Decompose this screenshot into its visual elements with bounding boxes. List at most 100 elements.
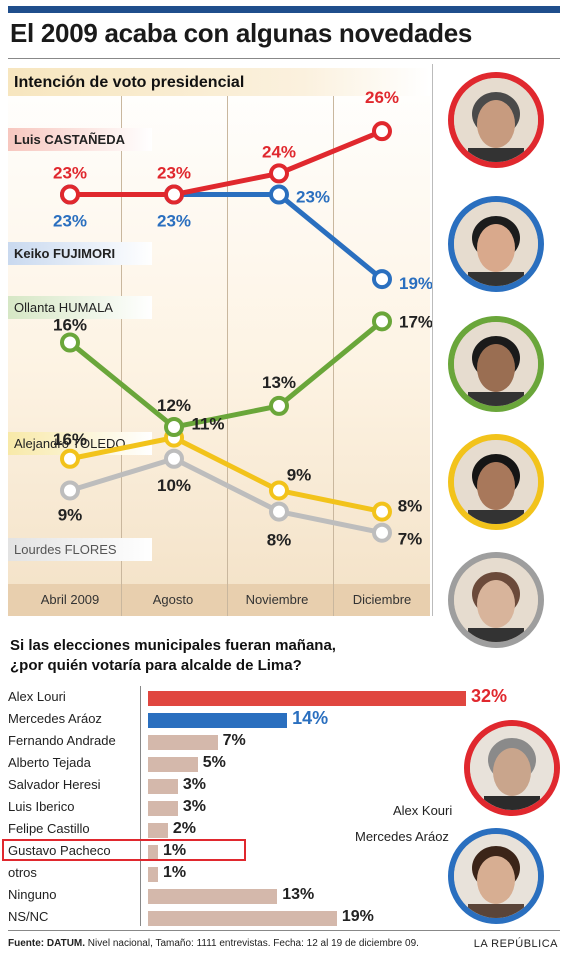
data-point bbox=[372, 501, 392, 522]
bar bbox=[148, 889, 278, 904]
araoz-photo bbox=[448, 828, 544, 924]
data-label: 9% bbox=[58, 505, 83, 524]
data-label: 23% bbox=[157, 212, 191, 231]
bar-category-label: Mercedes Aráoz bbox=[8, 711, 102, 726]
bar-row: Gustavo Pacheco 1% bbox=[8, 842, 448, 862]
legend-humala: Ollanta HUMALA bbox=[8, 296, 152, 319]
data-point bbox=[372, 269, 392, 290]
bar-value-label: 7% bbox=[222, 732, 246, 749]
data-label: 23% bbox=[53, 164, 87, 183]
bar-category-label: Salvador Heresi bbox=[8, 777, 101, 792]
data-point bbox=[269, 501, 289, 522]
fujimori-photo bbox=[448, 196, 544, 292]
bar-category-label: Alberto Tejada bbox=[8, 755, 91, 770]
data-point bbox=[269, 395, 289, 416]
face-icon bbox=[454, 558, 538, 642]
data-label: 24% bbox=[262, 142, 296, 161]
bar bbox=[148, 691, 466, 706]
bar-category-label: Luis Iberico bbox=[8, 799, 75, 814]
bar-category-label: NS/NC bbox=[8, 909, 49, 924]
data-label: 9% bbox=[287, 465, 312, 484]
data-label: 10% bbox=[157, 476, 191, 495]
gridline bbox=[121, 96, 122, 616]
line-chart-title-band bbox=[8, 68, 430, 96]
bar bbox=[148, 713, 288, 728]
portrait-name-kouri: Alex Kouri bbox=[393, 803, 453, 818]
bar-value-label: 5% bbox=[202, 754, 226, 771]
legend-fujimori: Keiko FUJIMORI bbox=[8, 242, 152, 265]
bar-category-label: otros bbox=[8, 865, 37, 880]
x-tick-label: Abril 2009 bbox=[40, 592, 100, 607]
data-label: 23% bbox=[53, 212, 87, 231]
bar-row: Salvador Heresi 3% bbox=[8, 776, 448, 796]
data-point bbox=[60, 448, 80, 469]
data-label: 23% bbox=[296, 188, 330, 207]
data-label: 17% bbox=[399, 312, 433, 331]
series-line bbox=[68, 319, 384, 430]
face-icon bbox=[454, 322, 538, 406]
data-label: 13% bbox=[262, 373, 296, 392]
bar-value-label: 2% bbox=[172, 820, 196, 837]
bar-category-label: Ninguno bbox=[8, 887, 57, 902]
data-label: 23% bbox=[157, 164, 191, 183]
x-tick-label: Noviembre bbox=[245, 592, 309, 607]
toledo-photo bbox=[448, 434, 544, 530]
bar-value-label: 3% bbox=[182, 798, 206, 815]
bar bbox=[148, 779, 178, 794]
bar bbox=[148, 867, 158, 882]
data-label: 12% bbox=[157, 396, 191, 415]
bar-category-label: Alex Louri bbox=[8, 689, 66, 704]
bar-chart-title: Si las elecciones municipales fueran mañ… bbox=[10, 636, 370, 676]
footer-source: Fuente: DATUM. Nivel nacional, Tamaño: 1… bbox=[8, 938, 419, 949]
line-chart-title: Intención de voto presidencial bbox=[14, 74, 245, 91]
bar-row: otros 1% bbox=[8, 864, 448, 884]
x-tick-label: Diciembre bbox=[352, 592, 412, 607]
bar bbox=[148, 801, 178, 816]
bar bbox=[148, 735, 218, 750]
bar-value-label: 14% bbox=[292, 708, 329, 728]
highlight-box bbox=[2, 839, 246, 861]
bar-row: Ninguno 13% bbox=[8, 886, 448, 906]
gridline bbox=[227, 96, 228, 616]
footer-rule bbox=[8, 930, 560, 931]
bar-row: Felipe Castillo 2% bbox=[8, 820, 448, 840]
data-point bbox=[164, 184, 184, 205]
data-label: 11% bbox=[191, 415, 224, 434]
header-rule bbox=[8, 6, 560, 13]
bar-row: Alex Louri 32% bbox=[8, 686, 507, 708]
bar-row: Fernando Andrade 7% bbox=[8, 732, 448, 752]
face-icon bbox=[454, 440, 538, 524]
face-icon bbox=[454, 202, 538, 286]
data-point bbox=[60, 184, 80, 205]
data-point bbox=[269, 184, 289, 205]
bar bbox=[148, 757, 198, 772]
bar-category-label: Gustavo Pacheco bbox=[8, 843, 111, 858]
bar-category-label: Felipe Castillo bbox=[8, 821, 90, 836]
bar-row: NS/NC 19% bbox=[8, 908, 448, 928]
bar-row: Luis Iberico 3% bbox=[8, 798, 448, 818]
face-icon bbox=[470, 726, 554, 810]
data-label: 19% bbox=[399, 274, 433, 293]
series-line bbox=[69, 456, 383, 536]
bar-row: Alberto Tejada 5% bbox=[8, 754, 448, 774]
data-label: 8% bbox=[267, 531, 292, 550]
series-line bbox=[70, 192, 384, 282]
legend-castaneda: Luis CASTAÑEDA bbox=[8, 128, 152, 151]
bar bbox=[148, 823, 168, 838]
portrait-column bbox=[432, 64, 561, 616]
legend-flores: Lourdes FLORES bbox=[8, 538, 152, 561]
series-line bbox=[70, 128, 383, 198]
bar-value-label: 3% bbox=[182, 776, 206, 793]
face-icon bbox=[454, 78, 538, 162]
data-point bbox=[164, 417, 184, 438]
bar-value-label: 1% bbox=[162, 864, 187, 881]
data-point bbox=[164, 448, 184, 469]
series-line bbox=[69, 435, 383, 515]
bar-value-label: 13% bbox=[282, 886, 315, 903]
footer-label: Fuente: bbox=[8, 938, 45, 949]
bar-chart-question: Si las elecciones municipales fueran mañ… bbox=[10, 637, 336, 674]
kouri-photo bbox=[464, 720, 560, 816]
data-point bbox=[269, 480, 289, 501]
x-axis-band bbox=[8, 584, 430, 616]
